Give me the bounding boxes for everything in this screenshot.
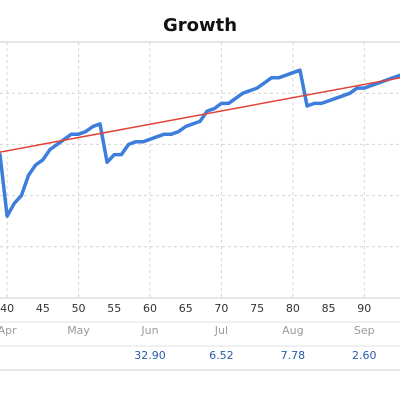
month-label: Jul <box>214 324 228 337</box>
month-label: Jun <box>140 324 158 337</box>
monthly-values: 32.90 6.52 7.78 2.60 <box>134 349 376 362</box>
month-label: Apr <box>0 324 17 337</box>
monthly-value: 7.78 <box>281 349 306 362</box>
x-tick-label: 50 <box>72 302 86 315</box>
grid <box>0 41 400 299</box>
x-tick-label: 70 <box>214 302 228 315</box>
series-layer <box>0 68 400 218</box>
x-tick-label: 75 <box>250 302 264 315</box>
month-label: May <box>67 324 90 337</box>
monthly-value: 6.52 <box>209 349 234 362</box>
monthly-value: 32.90 <box>134 349 166 362</box>
x-tick-label: 40 <box>0 302 14 315</box>
month-label: Aug <box>282 324 303 337</box>
monthly-value: 2.60 <box>352 349 377 362</box>
x-tick-label: 85 <box>322 302 336 315</box>
x-tick-label: 55 <box>107 302 121 315</box>
trend-line <box>0 77 400 153</box>
x-tick-label: 45 <box>36 302 50 315</box>
month-labels: Apr May Jun Jul Aug Sep <box>0 324 375 337</box>
x-tick-label: 60 <box>143 302 157 315</box>
x-tick-label: 65 <box>179 302 193 315</box>
x-tick-label: 80 <box>286 302 300 315</box>
month-label: Sep <box>354 324 375 337</box>
x-axis-ticks: 40 45 50 55 60 65 70 75 80 85 90 <box>0 302 400 371</box>
chart-title: Growth <box>163 15 237 36</box>
x-tick-label: 90 <box>357 302 371 315</box>
growth-series-line <box>0 68 400 218</box>
